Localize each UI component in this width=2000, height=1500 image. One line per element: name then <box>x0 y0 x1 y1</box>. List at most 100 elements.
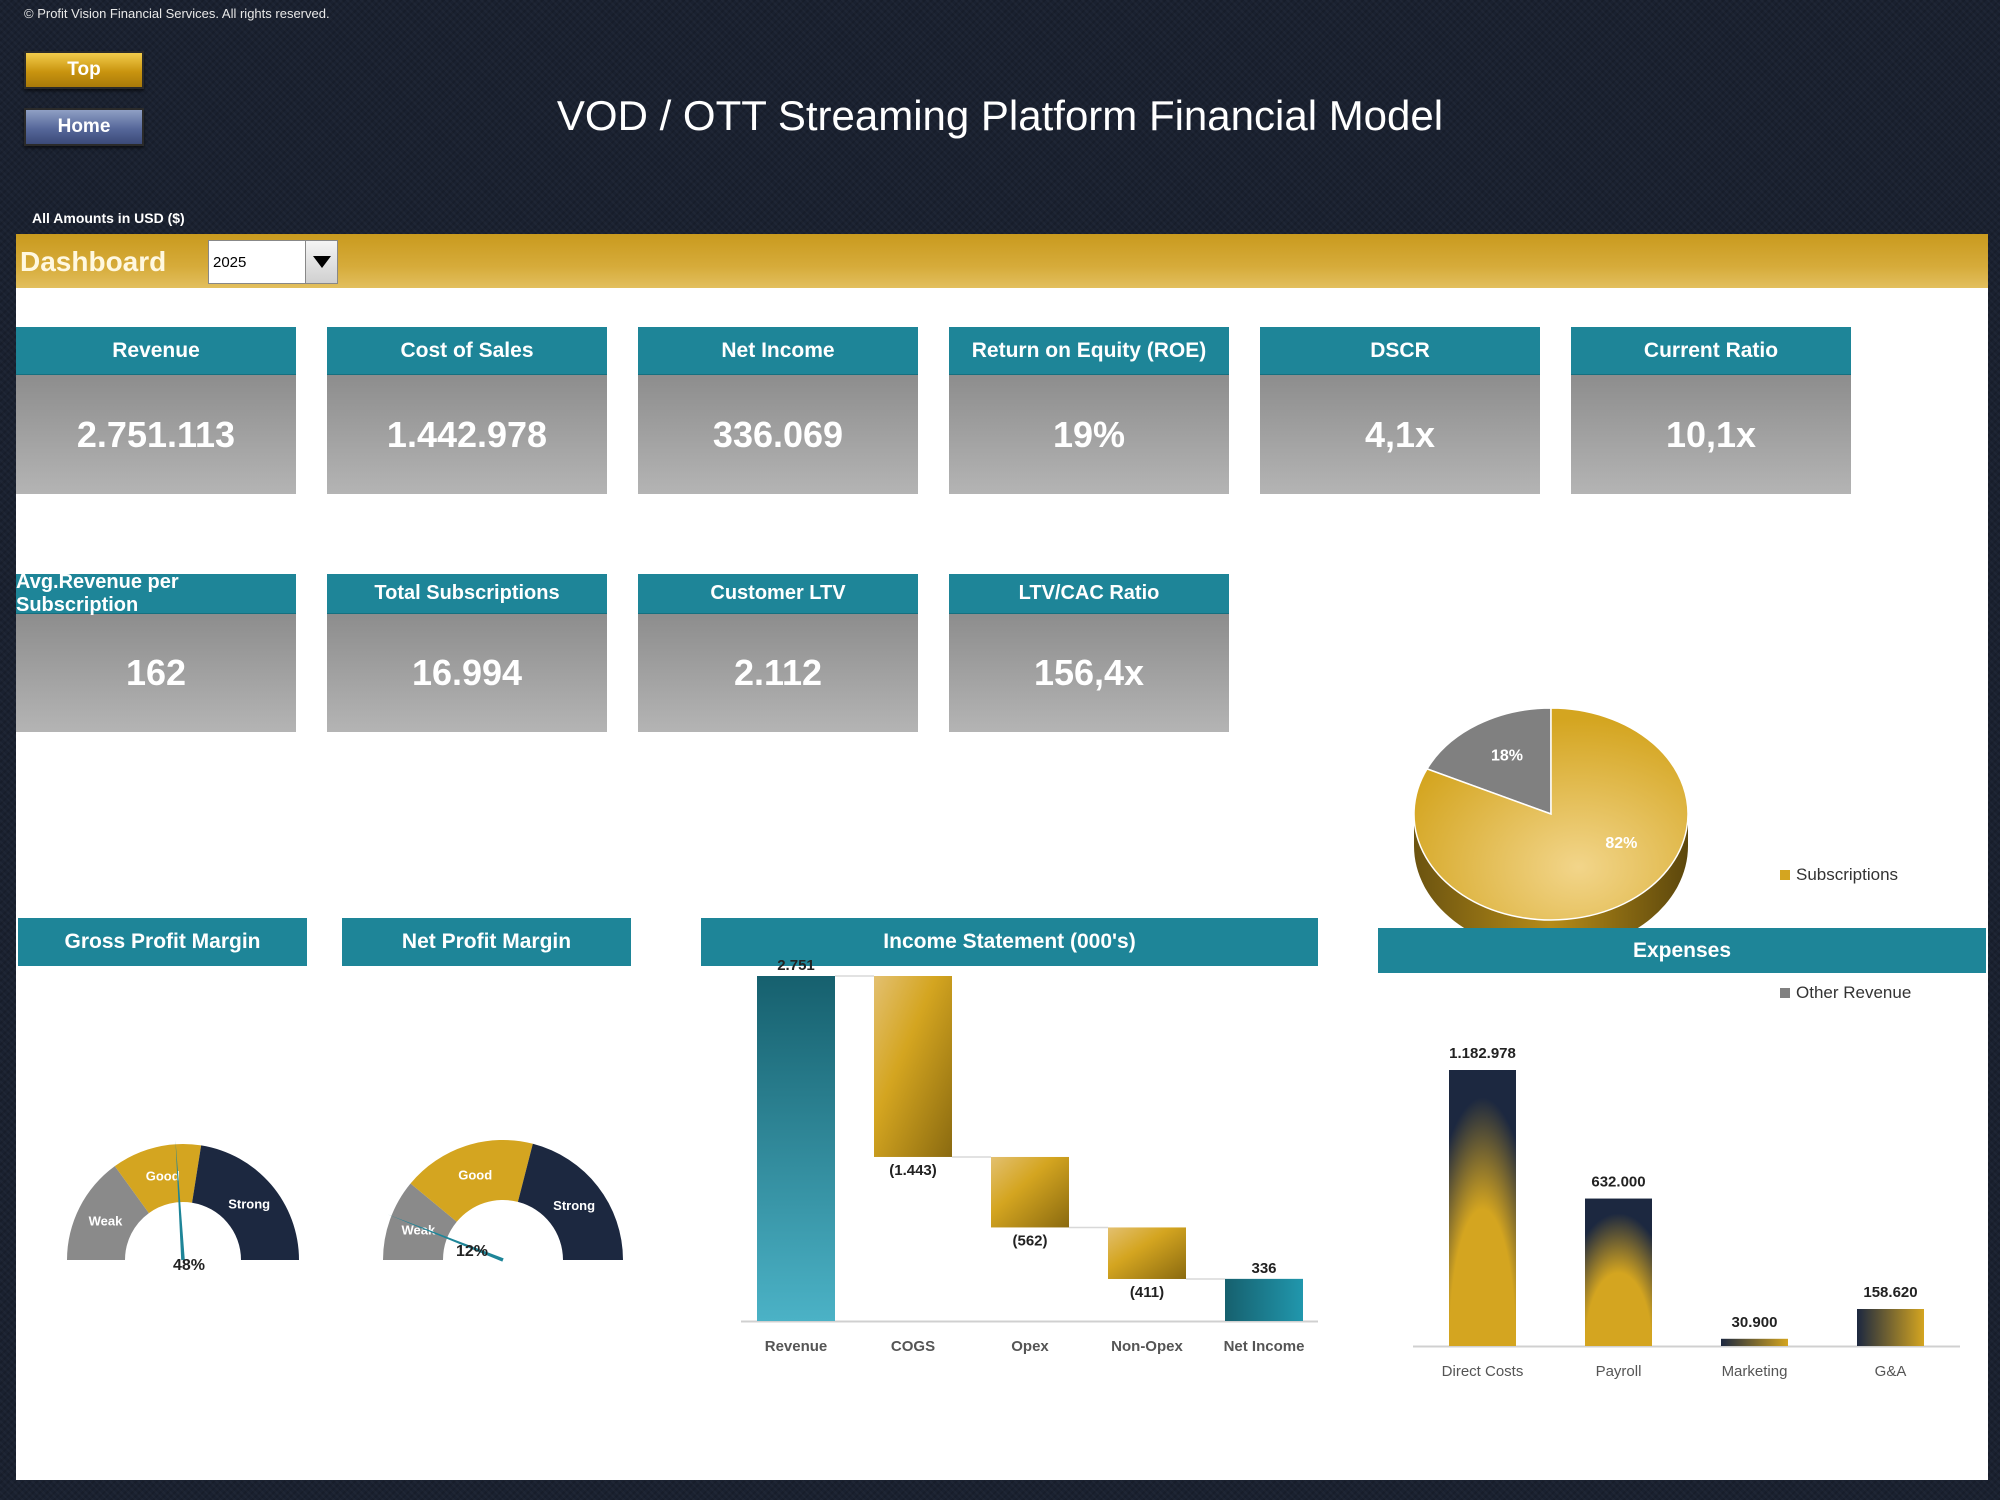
net-profit-margin-header: Net Profit Margin <box>342 918 631 966</box>
legend-label-other-revenue: Other Revenue <box>1796 983 1911 1002</box>
kpi-value: 16.994 <box>327 614 607 732</box>
waterfall-category-label: Opex <box>1011 1338 1049 1355</box>
dashboard-header-bar: Dashboard 2025 <box>16 234 1988 288</box>
pie-slice-label: 82% <box>1605 835 1637 852</box>
expenses-category-label: Direct Costs <box>1442 1363 1524 1380</box>
pie-side <box>1414 814 1688 952</box>
expenses-bar-chart: 1.182.978 Direct Costs 632.000 Payroll 30.90… <box>1413 1045 1960 1380</box>
expenses-bar-g-a <box>1857 1308 1924 1346</box>
kpi-card-arpu: Avg.Revenue per Subscription 162 <box>16 571 296 732</box>
legend-swatch-subscriptions <box>1780 870 1790 880</box>
expenses-data-label: 1.182.978 <box>1449 1045 1516 1062</box>
kpi-label: Customer LTV <box>638 574 918 614</box>
waterfall-bar-opex <box>991 1156 1069 1228</box>
kpi-value: 1.442.978 <box>327 375 607 494</box>
kpi-label: DSCR <box>1260 327 1540 375</box>
waterfall-bar-cogs <box>874 976 952 1157</box>
chevron-down-icon <box>312 256 331 268</box>
waterfall-data-label: (1.443) <box>889 1162 937 1179</box>
kpi-value: 2.751.113 <box>16 375 296 494</box>
gauge-zone-label: Good <box>146 1168 180 1183</box>
expenses-data-label: 158.620 <box>1863 1284 1917 1301</box>
revenue-pie-chart: 18% 82% Subscriptions Other Revenue <box>1413 707 1911 1002</box>
expenses-bar-payroll <box>1585 1198 1652 1346</box>
kpi-card-net-income: Net Income 336.069 <box>638 327 918 494</box>
kpi-card-dscr: DSCR 4,1x <box>1260 327 1540 494</box>
gauge-zone-label: Strong <box>228 1196 270 1211</box>
kpi-card-cost-of-sales: Cost of Sales 1.442.978 <box>327 327 607 494</box>
pie-slice-label: 18% <box>1491 747 1523 764</box>
kpi-card-total-subscriptions: Total Subscriptions 16.994 <box>327 574 607 732</box>
waterfall-category-label: COGS <box>891 1338 935 1355</box>
income-statement-header: Income Statement (000's) <box>701 918 1318 966</box>
kpi-label: Revenue <box>16 327 296 375</box>
expenses-category-label: Marketing <box>1722 1363 1788 1380</box>
waterfall-category-label: Non-Opex <box>1111 1338 1183 1355</box>
gauge-needle <box>387 1214 504 1262</box>
waterfall-data-label: 336 <box>1251 1260 1276 1277</box>
expenses-category-label: Payroll <box>1596 1363 1642 1380</box>
income-statement-waterfall-chart: 2.751 Revenue (1.443) COGS (562) Opex (411) Non… <box>741 957 1318 1355</box>
currency-note: All Amounts in USD ($) <box>32 210 185 226</box>
top-button[interactable]: Top <box>24 51 144 89</box>
kpi-value: 162 <box>16 614 296 732</box>
kpi-card-current-ratio: Current Ratio 10,1x <box>1571 327 1851 494</box>
legend-swatch-other-revenue <box>1780 988 1790 998</box>
kpi-label: Current Ratio <box>1571 327 1851 375</box>
kpi-card-revenue: Revenue 2.751.113 <box>16 327 296 494</box>
kpi-label: Avg.Revenue per Subscription <box>16 571 296 616</box>
waterfall-bar-non-opex <box>1108 1227 1186 1279</box>
expenses-bar-marketing <box>1721 1338 1788 1346</box>
kpi-value: 19% <box>949 375 1229 494</box>
gauge-zone-label: Weak <box>89 1214 123 1229</box>
gauge-value-label: 48% <box>173 1257 205 1274</box>
waterfall-bar-revenue <box>757 976 835 1321</box>
kpi-value: 156,4x <box>949 614 1229 732</box>
kpi-value: 336.069 <box>638 375 918 494</box>
kpi-value: 10,1x <box>1571 375 1851 494</box>
gauge-zone-strong <box>517 1143 623 1260</box>
expenses-category-label: G&A <box>1875 1363 1907 1380</box>
waterfall-bar-net-income <box>1225 1278 1303 1321</box>
kpi-label: Net Income <box>638 327 918 375</box>
home-button[interactable]: Home <box>24 108 144 146</box>
expenses-data-label: 632.000 <box>1591 1174 1645 1191</box>
kpi-card-roe: Return on Equity (ROE) 19% <box>949 327 1229 494</box>
waterfall-data-label: (562) <box>1012 1232 1047 1249</box>
waterfall-category-label: Net Income <box>1224 1338 1305 1355</box>
waterfall-data-label: 2.751 <box>777 957 815 974</box>
kpi-label: Cost of Sales <box>327 327 607 375</box>
dropdown-arrow-button[interactable] <box>305 241 337 283</box>
gauge-zone-label: Weak <box>401 1223 435 1238</box>
kpi-value: 4,1x <box>1260 375 1540 494</box>
expenses-bar-direct-costs <box>1449 1070 1516 1346</box>
expenses-data-label: 30.900 <box>1732 1314 1778 1331</box>
legend-label-subscriptions: Subscriptions <box>1796 865 1898 884</box>
page-title: VOD / OTT Streaming Platform Financial M… <box>556 92 1444 139</box>
kpi-label: Total Subscriptions <box>327 574 607 614</box>
pie-slice-subscriptions <box>1413 707 1689 921</box>
gross-profit-margin-header: Gross Profit Margin <box>18 918 307 966</box>
copyright-text: © Profit Vision Financial Services. All … <box>24 6 330 21</box>
gauge-zone-weak <box>67 1166 149 1260</box>
gauge-zone-label: Good <box>458 1167 492 1182</box>
waterfall-data-label: (411) <box>1130 1284 1164 1301</box>
gauge-needle <box>175 1140 185 1261</box>
kpi-card-customer-ltv: Customer LTV 2.112 <box>638 574 918 732</box>
gauge-zone-good <box>410 1140 533 1222</box>
dashboard-panel: Dashboard 2025 Revenue 2.751.113 Cost of… <box>16 234 1988 1480</box>
year-dropdown-value: 2025 <box>213 253 247 271</box>
expenses-header: Expenses <box>1378 928 1986 973</box>
gauge-zone-label: Strong <box>553 1198 595 1213</box>
gauge-value-label: 12% <box>456 1243 488 1260</box>
gross-margin-gauge: Weak Good Strong 48% <box>67 1140 299 1274</box>
gauge-zone-weak <box>383 1183 457 1260</box>
kpi-label: Return on Equity (ROE) <box>949 327 1229 375</box>
pie-slice-other-revenue <box>1425 707 1552 816</box>
kpi-value: 2.112 <box>638 614 918 732</box>
dashboard-label: Dashboard <box>20 246 167 277</box>
year-dropdown[interactable]: 2025 <box>208 240 338 284</box>
gauge-zone-strong <box>192 1145 299 1260</box>
waterfall-category-label: Revenue <box>765 1338 828 1355</box>
kpi-label: LTV/CAC Ratio <box>949 574 1229 614</box>
